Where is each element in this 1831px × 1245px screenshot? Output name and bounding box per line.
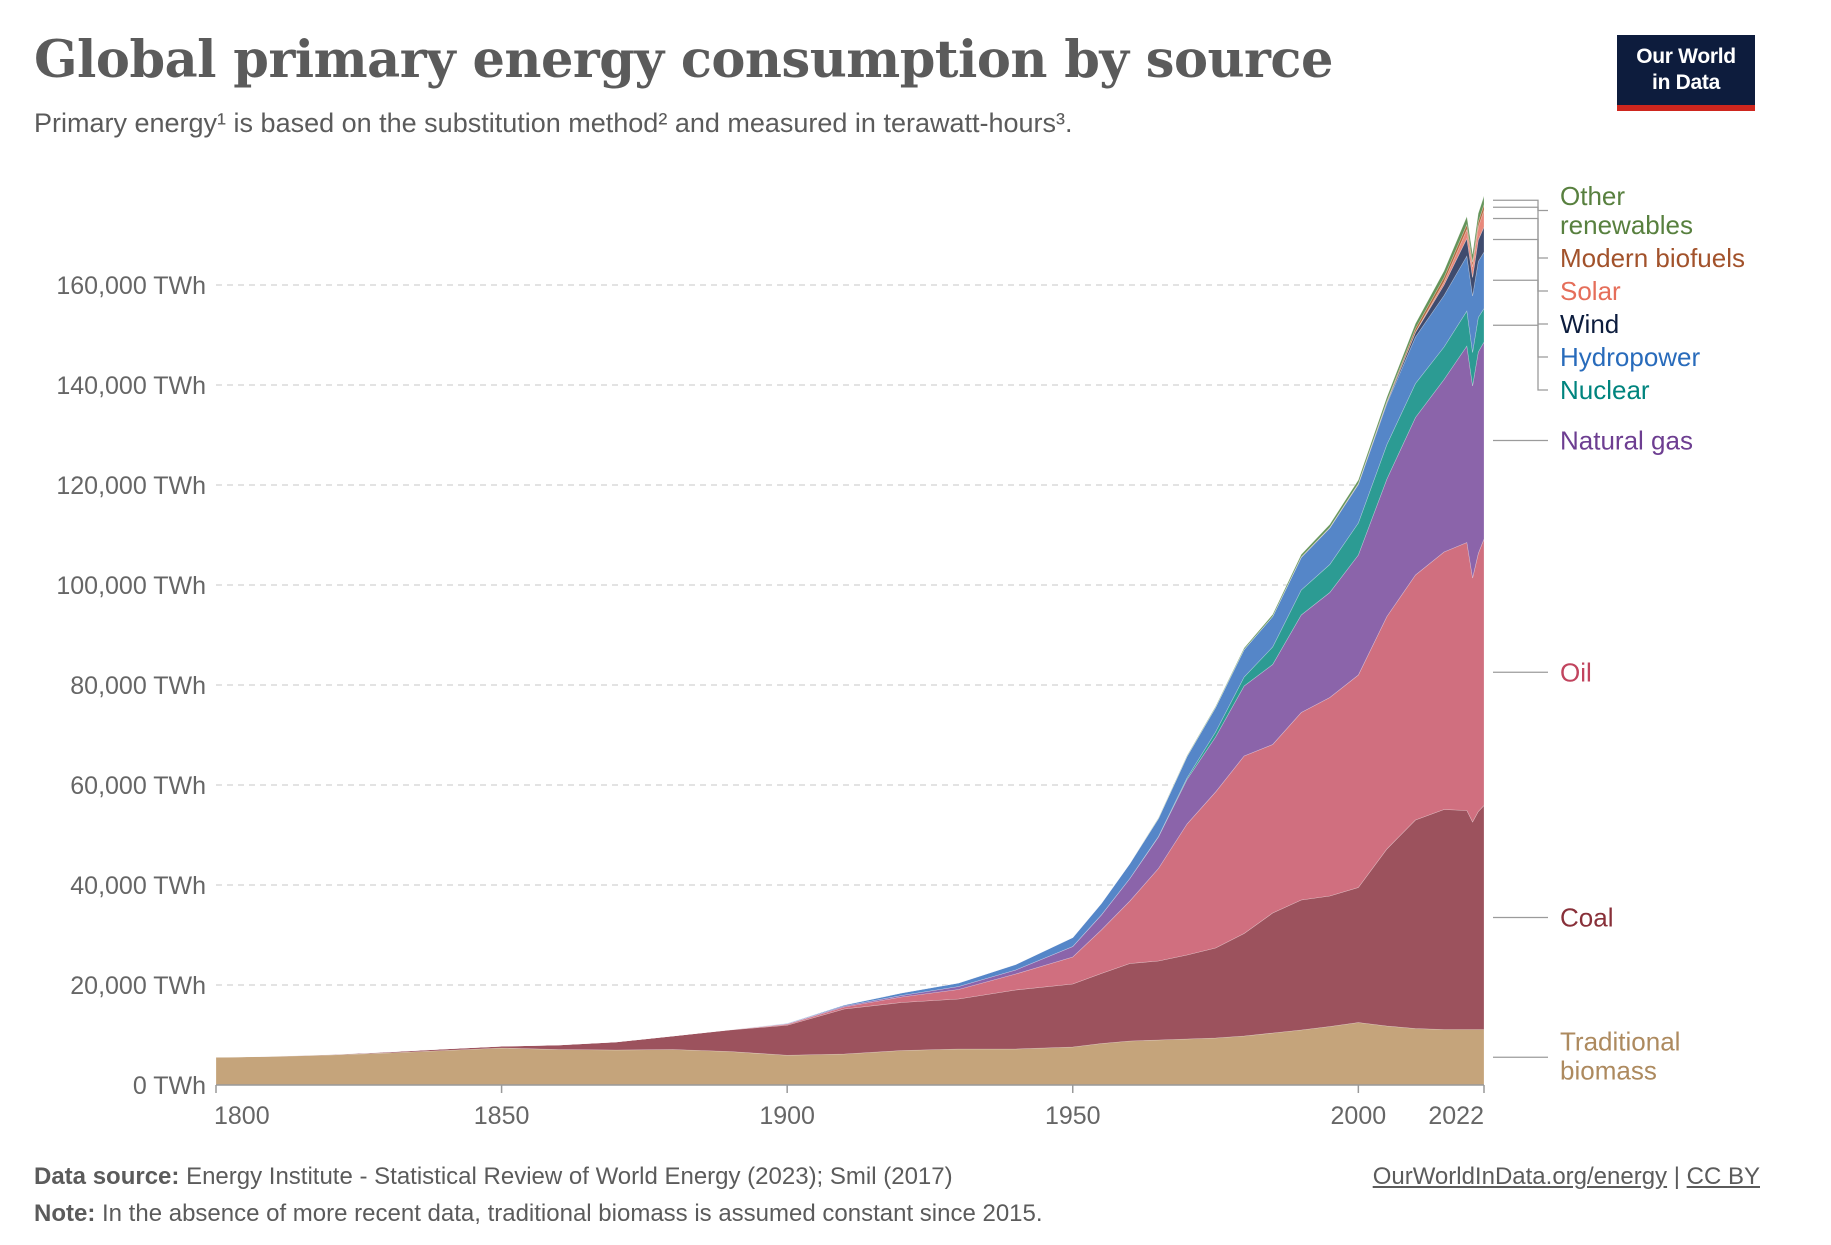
label-traditional-biomass: Traditional biomass [1493,1026,1680,1085]
series-label-text: Modern biofuels [1560,243,1745,273]
y-tick-label: 140,000 TWh [56,372,206,400]
label-nuclear: Nuclear [1493,324,1650,405]
x-tick-label: 2000 [1331,1102,1387,1130]
label-hydropower: Hydropower [1493,279,1701,372]
owid-logo[interactable]: Our World in Data [1617,35,1755,111]
chart-subtitle: Primary energy¹ is based on the substitu… [34,108,1073,138]
x-tick-label: 1800 [214,1102,270,1130]
x-tick-label: 1900 [759,1102,815,1130]
data-source-line: Data source: Energy Institute - Statisti… [34,1163,953,1191]
area-solar[interactable] [215,209,1485,1058]
label-modern-biofuels: Modern biofuels [1493,206,1745,273]
series-label-text: Nuclear [1560,375,1650,405]
leader-line [1493,324,1548,391]
series-label-text: Wind [1560,309,1619,339]
y-tick-label: 60,000 TWh [70,772,206,800]
license-link[interactable]: CC BY [1686,1163,1760,1190]
logo-line-1: Our World [1636,45,1736,68]
leader-line [1493,206,1548,259]
label-wind: Wind [1493,238,1619,339]
data-source-text: Energy Institute - Statistical Review of… [186,1163,953,1190]
area-wind[interactable] [215,226,1485,1058]
series-label-text: Hydropower [1560,342,1701,372]
x-tick-label: 1950 [1045,1102,1101,1130]
logo-line-2: in Data [1652,71,1720,94]
label-oil: Oil [1493,657,1592,687]
y-tick-label: 120,000 TWh [56,472,206,500]
y-tick-label: 160,000 TWh [56,272,206,300]
series-label-text: Coal [1560,903,1613,933]
series-label-text: Oil [1560,657,1592,687]
area-modern-biofuels[interactable] [215,204,1485,1058]
series-label-text: Natural gas [1560,426,1693,456]
series-label-text: Other renewables [1560,181,1693,240]
note-text: In the absence of more recent data, trad… [102,1200,1043,1227]
axes: 0 TWh 20,000 TWh 40,000 TWh 60,000 TWh 80,00… [56,272,1485,1130]
area-other-renewables[interactable] [215,195,1485,1058]
leader-line [1493,199,1548,212]
label-coal: Coal [1493,903,1613,933]
leader-line [1493,238,1548,325]
y-tick-label: 20,000 TWh [70,972,206,1000]
y-tick-label: 0 TWh [133,1072,206,1100]
source-link[interactable]: OurWorldInData.org/energy [1372,1163,1668,1190]
label-natural-gas: Natural gas [1493,426,1693,456]
series-label-text: Solar [1560,276,1621,306]
y-tick-label: 100,000 TWh [56,572,206,600]
label-solar: Solar [1493,217,1621,306]
x-tick-label: 1850 [474,1102,530,1130]
note-line: Note: In the absence of more recent data… [34,1200,1043,1228]
x-tick-label: 2022 [1428,1102,1484,1130]
label-other-renewables: Other renewables [1493,181,1693,240]
footer-links: OurWorldInData.org/energy | CC BY [1373,1163,1760,1191]
chart-title: Global primary energy consumption by sou… [34,30,1333,90]
area-hydropower[interactable] [215,250,1485,1058]
y-tick-label: 40,000 TWh [70,872,206,900]
area-layer [215,195,1485,1086]
leader-line [1493,279,1548,358]
series-label-text: Traditional biomass [1560,1026,1680,1085]
footer-separator: | [1673,1163,1680,1190]
y-tick-label: 80,000 TWh [70,672,206,700]
note-label: Note: [34,1200,96,1227]
data-source-label: Data source: [34,1163,180,1190]
